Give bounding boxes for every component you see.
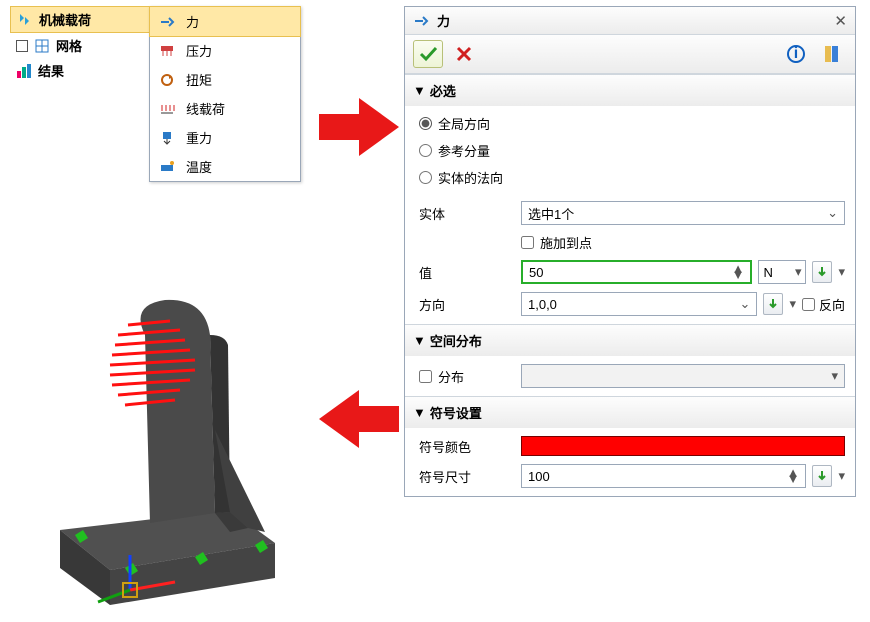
direction-link-button[interactable] bbox=[763, 293, 783, 315]
direction-input[interactable]: 1,0,0 ⌄ bbox=[521, 292, 757, 316]
ctx-label: 重力 bbox=[186, 128, 212, 147]
ctx-item-torque[interactable]: 扭矩 bbox=[150, 65, 300, 94]
collapse-icon: ▼ bbox=[413, 405, 426, 420]
pressure-icon bbox=[158, 42, 176, 60]
dialog-titlebar: 力 ✕ bbox=[405, 7, 855, 35]
model-preview bbox=[30, 280, 330, 610]
tree-label: 网格 bbox=[56, 36, 82, 55]
unit-select[interactable]: N▾ bbox=[758, 260, 806, 284]
cancel-button[interactable] bbox=[449, 40, 479, 68]
ctx-label: 温度 bbox=[186, 157, 212, 176]
chevron-down-icon[interactable]: ▾ bbox=[838, 264, 845, 280]
arrow-right-icon bbox=[319, 98, 399, 156]
section-header-spatial[interactable]: ▼ 空间分布 bbox=[405, 325, 855, 356]
tree-label: 机械载荷 bbox=[39, 10, 91, 29]
chevron-down-icon: ⌄ bbox=[827, 205, 838, 221]
symbol-size-label: 符号尺寸 bbox=[415, 467, 515, 486]
force-icon bbox=[158, 13, 176, 31]
section-spatial: ▼ 空间分布 分布 ▾ bbox=[405, 324, 855, 396]
reverse-checkbox[interactable]: 反向 bbox=[802, 295, 845, 314]
ctx-label: 压力 bbox=[186, 41, 212, 60]
help-button[interactable] bbox=[817, 40, 847, 68]
entity-label: 实体 bbox=[415, 204, 515, 223]
collapse-icon: ▼ bbox=[413, 333, 426, 348]
section-title: 符号设置 bbox=[430, 403, 482, 422]
chevron-down-icon[interactable]: ▾ bbox=[789, 296, 796, 312]
ctx-item-temperature[interactable]: 温度 bbox=[150, 152, 300, 181]
size-link-button[interactable] bbox=[812, 465, 832, 487]
symbol-color-label: 符号颜色 bbox=[415, 437, 515, 456]
tree-panel: 机械载荷 网格 结果 bbox=[10, 6, 160, 83]
chevron-down-icon: ▾ bbox=[831, 368, 838, 384]
chevron-down-icon: ▾ bbox=[795, 264, 802, 280]
tree-item-mech-load[interactable]: 机械载荷 bbox=[10, 6, 160, 33]
chevron-down-icon[interactable]: ▾ bbox=[838, 468, 845, 484]
tree-item-results[interactable]: 结果 bbox=[10, 58, 160, 83]
value-input[interactable]: 50 ▲▼ bbox=[521, 260, 752, 284]
ctx-label: 力 bbox=[186, 12, 199, 31]
lineload-icon bbox=[158, 100, 176, 118]
info-icon: i bbox=[787, 45, 805, 63]
entity-select[interactable]: 选中1个 ⌄ bbox=[521, 201, 845, 225]
symbol-size-input[interactable]: 100 ▲▼ bbox=[521, 464, 806, 488]
direction-label: 方向 bbox=[415, 295, 515, 314]
spinner-icon[interactable]: ▲▼ bbox=[732, 266, 745, 278]
results-icon bbox=[16, 63, 32, 79]
load-icon bbox=[17, 12, 33, 28]
tree-label: 结果 bbox=[38, 61, 64, 80]
ctx-label: 线载荷 bbox=[186, 99, 225, 118]
collapse-icon: ▼ bbox=[413, 83, 426, 98]
ctx-item-pressure[interactable]: 压力 bbox=[150, 36, 300, 65]
gravity-icon bbox=[158, 129, 176, 147]
tree-item-mesh[interactable]: 网格 bbox=[10, 33, 160, 58]
value-label: 值 bbox=[415, 263, 515, 282]
force-icon bbox=[413, 13, 429, 29]
temperature-icon bbox=[158, 158, 176, 176]
ctx-item-gravity[interactable]: 重力 bbox=[150, 123, 300, 152]
section-header-required[interactable]: ▼ 必选 bbox=[405, 75, 855, 106]
dist-select: ▾ bbox=[521, 364, 845, 388]
symbol-color-swatch[interactable] bbox=[521, 436, 845, 456]
torque-icon bbox=[158, 71, 176, 89]
ok-button[interactable] bbox=[413, 40, 443, 68]
ctx-label: 扭矩 bbox=[186, 70, 212, 89]
section-title: 必选 bbox=[430, 81, 456, 100]
mesh-icon bbox=[34, 38, 50, 54]
dist-checkbox[interactable]: 分布 bbox=[415, 367, 515, 386]
arrow-left-icon bbox=[319, 390, 399, 448]
chevron-down-icon: ⌄ bbox=[740, 296, 751, 312]
force-dialog: 力 ✕ i ▼ 必选 全局方向 参考分量 实体的法向 实体 选中1个 ⌄ bbox=[404, 6, 856, 497]
info-button[interactable]: i bbox=[781, 40, 811, 68]
context-menu: 力 压力 扭矩 线载荷 重力 温度 bbox=[149, 6, 301, 182]
close-icon[interactable]: ✕ bbox=[834, 12, 847, 30]
dialog-title: 力 bbox=[437, 11, 450, 30]
section-header-symbol[interactable]: ▼ 符号设置 bbox=[405, 397, 855, 428]
section-title: 空间分布 bbox=[430, 331, 482, 350]
section-symbol: ▼ 符号设置 符号颜色 符号尺寸 100 ▲▼ ▾ bbox=[405, 396, 855, 496]
radio-entity-normal[interactable]: 实体的法向 bbox=[415, 168, 845, 187]
dialog-toolbar: i bbox=[405, 35, 855, 74]
section-required: ▼ 必选 全局方向 参考分量 实体的法向 实体 选中1个 ⌄ 施加到点 值 bbox=[405, 74, 855, 324]
radio-ref-comp[interactable]: 参考分量 bbox=[415, 141, 845, 160]
radio-global-dir[interactable]: 全局方向 bbox=[415, 114, 845, 133]
ctx-item-lineload[interactable]: 线载荷 bbox=[150, 94, 300, 123]
value-link-button[interactable] bbox=[812, 261, 832, 283]
apply-point-checkbox[interactable]: 施加到点 bbox=[521, 233, 592, 252]
ctx-item-force[interactable]: 力 bbox=[149, 6, 301, 37]
mesh-checkbox[interactable] bbox=[16, 40, 28, 52]
spinner-icon[interactable]: ▲▼ bbox=[787, 470, 800, 482]
